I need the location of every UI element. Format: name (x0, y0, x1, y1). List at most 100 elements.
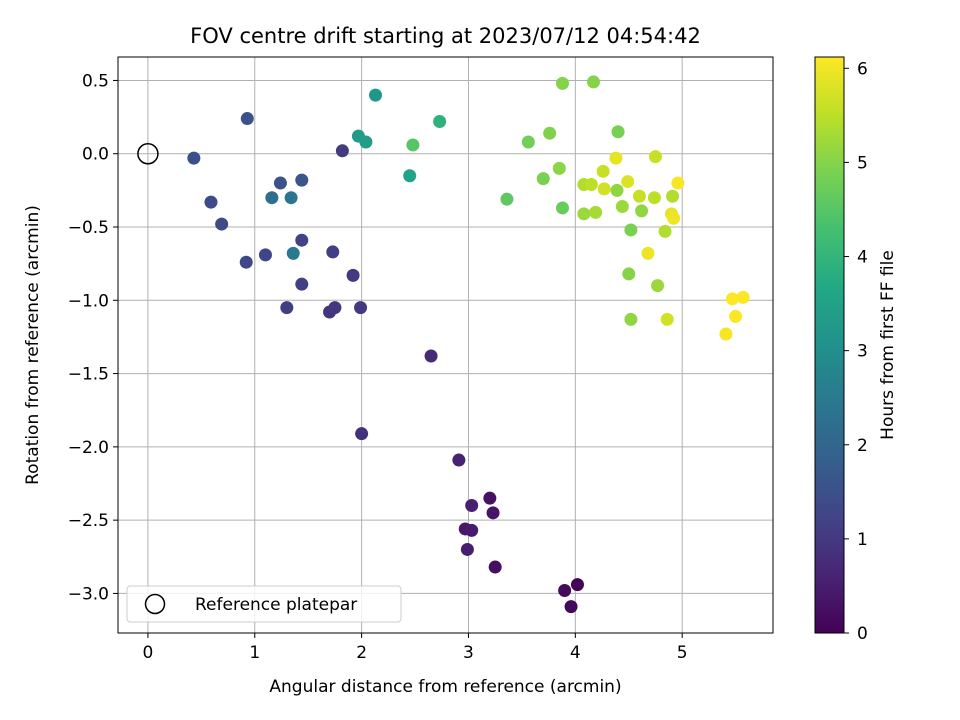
data-point (586, 75, 600, 89)
data-point (597, 182, 611, 196)
data-point (354, 301, 368, 315)
data-point (328, 301, 342, 315)
data-point (500, 192, 514, 206)
data-point (556, 76, 570, 90)
data-point (465, 523, 479, 537)
data-point (719, 327, 733, 341)
data-point (483, 491, 497, 505)
data-points (137, 75, 750, 614)
data-point (280, 301, 294, 315)
x-axis-ticks: 0 1 2 3 4 5 (143, 633, 688, 663)
data-point (295, 277, 309, 291)
data-point (651, 279, 665, 293)
data-point (621, 175, 635, 189)
data-point (666, 189, 680, 203)
data-point (369, 88, 383, 102)
data-point (204, 195, 218, 209)
y-tick-label: −1.0 (68, 291, 109, 311)
data-point (295, 233, 309, 247)
data-point (609, 151, 623, 165)
y-tick-label: 0.0 (82, 145, 109, 165)
data-point (536, 172, 550, 186)
data-point (632, 189, 646, 203)
x-tick-label: 5 (677, 643, 688, 663)
data-point (295, 173, 309, 187)
x-axis-label: Angular distance from reference (arcmin) (269, 677, 621, 697)
plot-frame (117, 56, 774, 634)
data-point (736, 290, 750, 304)
data-point (658, 224, 672, 238)
data-point (556, 201, 570, 215)
x-tick-label: 1 (249, 643, 260, 663)
data-point (611, 125, 625, 139)
data-point (452, 453, 466, 467)
x-tick-label: 4 (570, 643, 581, 663)
data-point (521, 135, 535, 149)
chart-title: FOV centre drift starting at 2023/07/12 … (190, 24, 701, 48)
data-point (584, 178, 598, 192)
data-point (273, 176, 287, 190)
legend-reference-marker (144, 593, 166, 615)
colorbar-tick-label: 3 (857, 342, 868, 362)
y-axis-ticks: 0.5 0.0 −0.5 −1.0 −1.5 −2.0 −2.5 −3.0 (68, 71, 118, 604)
data-point (488, 560, 502, 574)
data-point (558, 583, 572, 597)
data-point (465, 498, 479, 512)
data-point (486, 506, 500, 520)
data-point (406, 138, 420, 152)
data-point (326, 245, 340, 259)
data-point (240, 112, 254, 126)
data-point (258, 248, 272, 262)
data-point (239, 255, 253, 269)
data-point (648, 150, 662, 164)
data-point (596, 164, 610, 178)
x-tick-label: 2 (356, 643, 367, 663)
y-tick-label: −2.5 (68, 511, 109, 531)
data-point (265, 191, 279, 205)
reference-platepar-marker (137, 142, 159, 165)
data-point (359, 135, 373, 149)
y-tick-label: −2.0 (68, 438, 109, 458)
data-point (286, 246, 300, 260)
data-point (641, 246, 655, 260)
data-point (729, 309, 743, 323)
data-point (460, 542, 474, 556)
data-point (552, 161, 566, 175)
legend-label: Reference platepar (195, 595, 357, 615)
data-point (660, 312, 674, 326)
data-point (335, 144, 349, 158)
data-point (671, 176, 685, 190)
x-tick-label: 3 (463, 643, 474, 663)
data-point (543, 126, 557, 140)
data-point (635, 204, 649, 218)
grid-lines (118, 57, 773, 633)
data-point (403, 169, 417, 183)
data-point (589, 205, 603, 219)
colorbar-label: Hours from first FF file (878, 250, 898, 440)
data-point (284, 191, 298, 205)
colorbar-tick-label: 1 (857, 530, 868, 550)
data-point (355, 427, 369, 441)
data-point (725, 292, 739, 306)
colorbar-tick-label: 2 (857, 436, 868, 456)
legend-box: Reference platepar (126, 585, 402, 623)
colorbar-ticks: 0 1 2 3 4 5 6 (844, 59, 868, 644)
data-point (570, 578, 584, 592)
data-point (624, 223, 638, 237)
colorbar-tick-label: 5 (857, 153, 868, 173)
colorbar-gradient (814, 56, 845, 634)
data-point (624, 312, 638, 326)
data-point (647, 191, 661, 205)
data-point (346, 268, 360, 282)
colorbar: 0 1 2 3 4 5 6 Hours from first FF file (814, 56, 898, 644)
data-point (667, 211, 681, 225)
y-tick-label: −1.5 (68, 365, 109, 385)
data-point (215, 217, 229, 231)
data-point (615, 199, 629, 213)
y-axis-label: Rotation from reference (arcmin) (23, 205, 43, 485)
y-tick-label: 0.5 (82, 71, 109, 91)
data-point (433, 114, 447, 128)
x-tick-label: 0 (143, 643, 154, 663)
data-point (187, 151, 201, 165)
